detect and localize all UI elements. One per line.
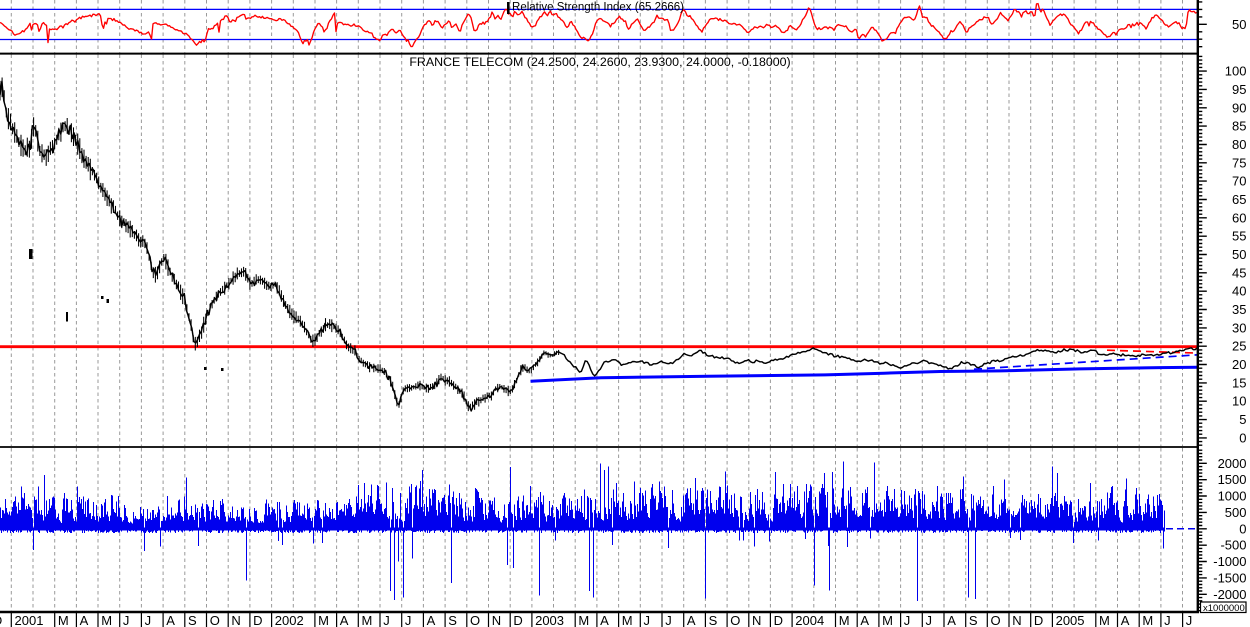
svg-text:10: 10 xyxy=(1232,394,1246,409)
svg-text:A: A xyxy=(166,613,175,627)
svg-text:25: 25 xyxy=(1232,339,1246,354)
svg-text:-2000: -2000 xyxy=(1213,587,1246,602)
svg-text:M: M xyxy=(58,613,69,627)
svg-text:J: J xyxy=(145,613,152,627)
svg-text:J: J xyxy=(926,613,933,627)
svg-text:D: D xyxy=(1034,613,1043,627)
svg-text:M: M xyxy=(882,613,893,627)
svg-text:A: A xyxy=(340,613,349,627)
svg-text:A: A xyxy=(427,613,436,627)
svg-text:O: O xyxy=(210,613,220,627)
svg-text:95: 95 xyxy=(1232,82,1246,97)
svg-text:Relative Strength Index (65.26: Relative Strength Index (65.2666) xyxy=(512,2,684,14)
svg-text:30: 30 xyxy=(1232,320,1246,335)
svg-text:80: 80 xyxy=(1232,137,1246,152)
svg-text:N: N xyxy=(752,613,761,627)
svg-text:500: 500 xyxy=(1225,505,1247,520)
svg-text:15: 15 xyxy=(1232,375,1246,390)
svg-text:J: J xyxy=(405,613,412,627)
svg-text:60: 60 xyxy=(1232,210,1246,225)
svg-text:A: A xyxy=(687,613,696,627)
svg-text:J: J xyxy=(123,613,129,627)
svg-text:35: 35 xyxy=(1232,302,1246,317)
svg-text:70: 70 xyxy=(1232,174,1246,189)
svg-text:FRANCE TELECOM (24.2500, 24.26: FRANCE TELECOM (24.2500, 24.2600, 23.930… xyxy=(409,55,790,69)
svg-text:M: M xyxy=(1099,613,1110,627)
svg-text:55: 55 xyxy=(1232,229,1246,244)
svg-text:40: 40 xyxy=(1232,284,1246,299)
svg-text:-1500: -1500 xyxy=(1213,570,1246,585)
svg-text:1000: 1000 xyxy=(1218,489,1247,504)
svg-text:D: D xyxy=(513,613,522,627)
svg-text:2005: 2005 xyxy=(1056,613,1085,627)
svg-text:50: 50 xyxy=(1232,247,1246,262)
svg-text:50: 50 xyxy=(1232,17,1246,32)
svg-text:2003: 2003 xyxy=(535,613,564,627)
svg-text:100: 100 xyxy=(1225,64,1247,79)
svg-text:20: 20 xyxy=(1232,357,1246,372)
svg-text:5: 5 xyxy=(1239,412,1246,427)
svg-text:M: M xyxy=(1142,613,1153,627)
svg-text:-500: -500 xyxy=(1220,538,1246,553)
svg-text:J: J xyxy=(665,613,672,627)
svg-text:O: O xyxy=(730,613,740,627)
svg-text:M: M xyxy=(101,613,112,627)
svg-text:A: A xyxy=(860,613,869,627)
svg-text:A: A xyxy=(947,613,956,627)
svg-text:90: 90 xyxy=(1232,100,1246,115)
svg-text:N: N xyxy=(231,613,240,627)
svg-text:A: A xyxy=(1121,613,1130,627)
svg-text:J: J xyxy=(904,613,911,627)
svg-text:-1000: -1000 xyxy=(1213,554,1246,569)
svg-text:D: D xyxy=(253,613,262,627)
svg-text:N: N xyxy=(492,613,501,627)
svg-text:N: N xyxy=(1012,613,1021,627)
svg-text:2004: 2004 xyxy=(795,613,824,627)
svg-text:x1000000: x1000000 xyxy=(1203,603,1245,614)
svg-text:0: 0 xyxy=(1239,521,1246,536)
svg-text:65: 65 xyxy=(1232,192,1246,207)
svg-text:75: 75 xyxy=(1232,155,1246,170)
svg-text:A: A xyxy=(600,613,609,627)
svg-text:2000: 2000 xyxy=(1218,456,1247,471)
svg-text:M: M xyxy=(622,613,633,627)
svg-text:M: M xyxy=(839,613,850,627)
svg-text:M: M xyxy=(578,613,589,627)
svg-text:O: O xyxy=(470,613,480,627)
svg-text:2002: 2002 xyxy=(275,613,304,627)
svg-text:2001: 2001 xyxy=(15,613,44,627)
svg-text:S: S xyxy=(188,613,197,627)
svg-text:D: D xyxy=(774,613,783,627)
svg-text:J: J xyxy=(1164,613,1171,627)
svg-text:45: 45 xyxy=(1232,265,1246,280)
svg-text:M: M xyxy=(318,613,329,627)
svg-text:J: J xyxy=(383,613,390,627)
svg-text:85: 85 xyxy=(1232,119,1246,134)
svg-text:J: J xyxy=(1186,613,1193,627)
svg-text:A: A xyxy=(80,613,89,627)
svg-text:0: 0 xyxy=(1239,430,1246,445)
svg-text:S: S xyxy=(709,613,718,627)
svg-text:D: D xyxy=(0,613,2,627)
svg-text:M: M xyxy=(362,613,373,627)
svg-text:O: O xyxy=(991,613,1001,627)
svg-text:S: S xyxy=(448,613,457,627)
svg-text:J: J xyxy=(644,613,651,627)
svg-text:1500: 1500 xyxy=(1218,472,1247,487)
svg-text:S: S xyxy=(969,613,978,627)
